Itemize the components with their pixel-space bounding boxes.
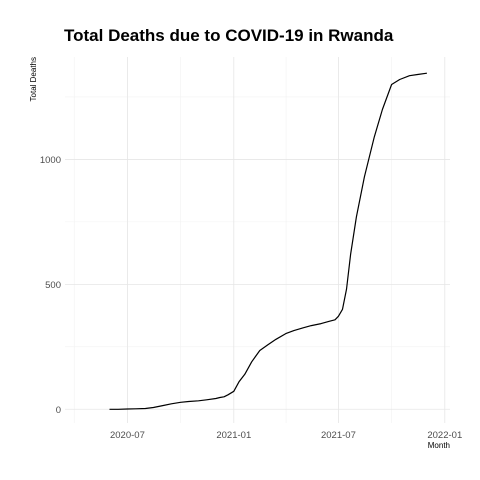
- x-tick-label: 2021-01: [216, 430, 251, 441]
- series-line-total-deaths: [109, 72, 427, 410]
- y-axis-title: Total Deaths: [29, 57, 38, 101]
- x-axis-title: Month: [428, 441, 450, 450]
- x-tick-label: 2022-01: [427, 430, 462, 441]
- y-tick-label: 500: [45, 280, 61, 291]
- y-tick-label: 0: [56, 405, 61, 416]
- y-tick-label: 1000: [40, 155, 61, 166]
- x-tick-label: 2021-07: [321, 430, 356, 441]
- x-tick-label: 2020-07: [110, 430, 145, 441]
- chart-title: Total Deaths due to COVID-19 in Rwanda: [64, 26, 394, 45]
